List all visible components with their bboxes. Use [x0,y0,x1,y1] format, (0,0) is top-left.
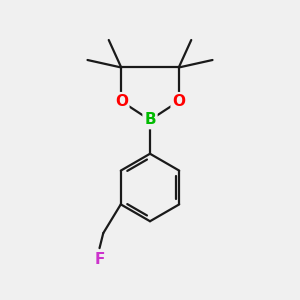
Text: O: O [115,94,128,109]
Text: O: O [172,94,185,109]
Text: B: B [144,112,156,128]
Text: F: F [94,252,105,267]
